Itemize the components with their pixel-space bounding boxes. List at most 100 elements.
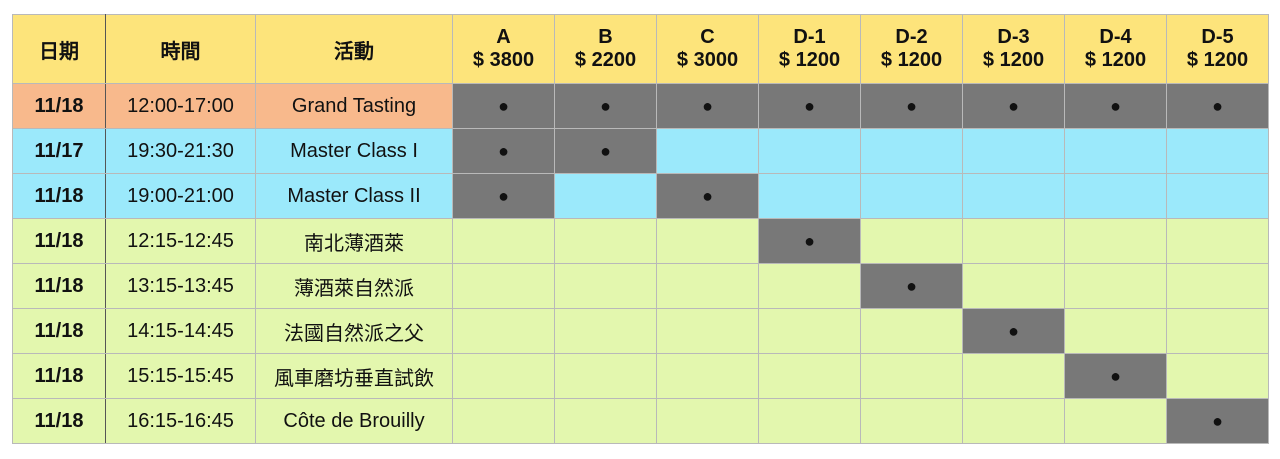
ticket-name: A bbox=[496, 26, 511, 48]
ticket-header: D-3 $ 1200 bbox=[962, 14, 1065, 84]
date-cell: 11/18 bbox=[12, 263, 106, 309]
included-cell: ● bbox=[1166, 83, 1269, 129]
included-cell: ● bbox=[758, 218, 861, 264]
empty-cell bbox=[1166, 128, 1269, 174]
date-cell: 11/18 bbox=[12, 353, 106, 399]
ticket-header: A $ 3800 bbox=[452, 14, 555, 84]
empty-cell bbox=[554, 173, 657, 219]
empty-cell bbox=[656, 308, 759, 354]
ticket-header: D-4 $ 1200 bbox=[1064, 14, 1167, 84]
column-header: 活動 bbox=[255, 14, 453, 84]
empty-cell bbox=[452, 308, 555, 354]
empty-cell bbox=[962, 128, 1065, 174]
empty-cell bbox=[860, 353, 963, 399]
ticket-header: B $ 2200 bbox=[554, 14, 657, 84]
activity-cell: Grand Tasting bbox=[255, 83, 453, 129]
included-cell: ● bbox=[656, 173, 759, 219]
empty-cell bbox=[1166, 173, 1269, 219]
empty-cell bbox=[1064, 308, 1167, 354]
ticket-price: $ 3000 bbox=[676, 49, 739, 71]
included-cell: ● bbox=[1064, 83, 1167, 129]
ticket-price: $ 1200 bbox=[1084, 49, 1147, 71]
row: 11/18 15:15-15:45 風車磨坊垂直試飲 ● bbox=[12, 353, 1269, 399]
empty-cell bbox=[1064, 263, 1167, 309]
row: 11/18 16:15-16:45 Côte de Brouilly ● bbox=[12, 398, 1269, 444]
empty-cell bbox=[758, 353, 861, 399]
included-cell: ● bbox=[554, 128, 657, 174]
time-cell: 13:15-13:45 bbox=[105, 263, 256, 309]
time-cell: 12:15-12:45 bbox=[105, 218, 256, 264]
empty-cell bbox=[1064, 398, 1167, 444]
empty-cell bbox=[962, 173, 1065, 219]
column-header: 日期 bbox=[12, 14, 106, 84]
included-cell: ● bbox=[962, 83, 1065, 129]
empty-cell bbox=[860, 173, 963, 219]
ticket-price: $ 3800 bbox=[472, 49, 535, 71]
activity-cell: 薄酒萊自然派 bbox=[255, 263, 453, 309]
included-cell: ● bbox=[962, 308, 1065, 354]
activity-cell: 法國自然派之父 bbox=[255, 308, 453, 354]
empty-cell bbox=[860, 218, 963, 264]
date-cell: 11/18 bbox=[12, 83, 106, 129]
empty-cell bbox=[656, 263, 759, 309]
empty-cell bbox=[452, 398, 555, 444]
empty-cell bbox=[452, 218, 555, 264]
empty-cell bbox=[1064, 218, 1167, 264]
included-cell: ● bbox=[656, 83, 759, 129]
empty-cell bbox=[758, 263, 861, 309]
activity-cell: Master Class I bbox=[255, 128, 453, 174]
ticket-price: $ 1200 bbox=[1186, 49, 1249, 71]
date-cell: 11/18 bbox=[12, 398, 106, 444]
empty-cell bbox=[1166, 263, 1269, 309]
included-cell: ● bbox=[554, 83, 657, 129]
ticket-name: D-2 bbox=[895, 26, 928, 48]
empty-cell bbox=[758, 308, 861, 354]
empty-cell bbox=[656, 353, 759, 399]
empty-cell bbox=[554, 308, 657, 354]
empty-cell bbox=[962, 218, 1065, 264]
column-header: 時間 bbox=[105, 14, 256, 84]
ticket-name: D-4 bbox=[1099, 26, 1132, 48]
included-cell: ● bbox=[452, 83, 555, 129]
header-row: 日期 時間 活動 A $ 3800 B $ 2200 C $ 3000 D-1 $ 1200 D-2 $… bbox=[12, 14, 1269, 84]
empty-cell bbox=[860, 308, 963, 354]
included-cell: ● bbox=[860, 83, 963, 129]
time-cell: 14:15-14:45 bbox=[105, 308, 256, 354]
time-cell: 16:15-16:45 bbox=[105, 398, 256, 444]
empty-cell bbox=[962, 263, 1065, 309]
included-cell: ● bbox=[452, 128, 555, 174]
empty-cell bbox=[554, 263, 657, 309]
empty-cell bbox=[1064, 128, 1167, 174]
empty-cell bbox=[1064, 173, 1167, 219]
empty-cell bbox=[452, 353, 555, 399]
ticket-header: C $ 3000 bbox=[656, 14, 759, 84]
empty-cell bbox=[758, 173, 861, 219]
included-cell: ● bbox=[1166, 398, 1269, 444]
empty-cell bbox=[656, 128, 759, 174]
included-cell: ● bbox=[1064, 353, 1167, 399]
activity-cell: Côte de Brouilly bbox=[255, 398, 453, 444]
included-cell: ● bbox=[758, 83, 861, 129]
ticket-price: $ 1200 bbox=[880, 49, 943, 71]
ticket-price: $ 1200 bbox=[982, 49, 1045, 71]
row: 11/18 13:15-13:45 薄酒萊自然派 ● bbox=[12, 263, 1269, 309]
empty-cell bbox=[758, 128, 861, 174]
ticket-name: D-5 bbox=[1201, 26, 1234, 48]
activity-cell: 南北薄酒萊 bbox=[255, 218, 453, 264]
ticket-name: D-1 bbox=[793, 26, 826, 48]
time-cell: 19:00-21:00 bbox=[105, 173, 256, 219]
ticket-header: D-1 $ 1200 bbox=[758, 14, 861, 84]
empty-cell bbox=[758, 398, 861, 444]
ticket-price: $ 2200 bbox=[574, 49, 637, 71]
ticket-header: D-5 $ 1200 bbox=[1166, 14, 1269, 84]
row: 11/18 12:00-17:00 Grand Tasting ● ● ● ● ● ● ● ● bbox=[12, 83, 1269, 129]
ticket-header: D-2 $ 1200 bbox=[860, 14, 963, 84]
ticket-price: $ 1200 bbox=[778, 49, 841, 71]
empty-cell bbox=[452, 263, 555, 309]
row: 11/18 12:15-12:45 南北薄酒萊 ● bbox=[12, 218, 1269, 264]
activity-cell: Master Class II bbox=[255, 173, 453, 219]
empty-cell bbox=[860, 128, 963, 174]
date-cell: 11/17 bbox=[12, 128, 106, 174]
row: 11/18 14:15-14:45 法國自然派之父 ● bbox=[12, 308, 1269, 354]
included-cell: ● bbox=[860, 263, 963, 309]
